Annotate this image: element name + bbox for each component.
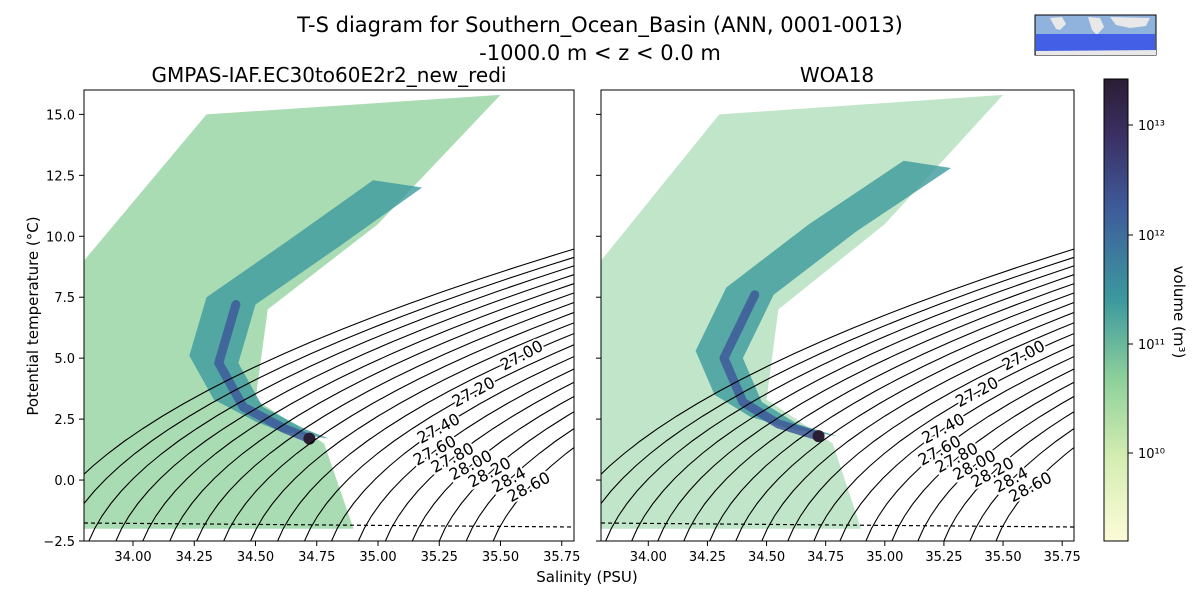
density-contour-26.80 bbox=[761, 322, 1074, 541]
density-contour-25.40 bbox=[84, 256, 574, 505]
x-tick-label: 34.25 bbox=[176, 550, 213, 565]
x-tick-label: 35.00 bbox=[866, 550, 903, 565]
density-contour-26.00 bbox=[142, 283, 574, 541]
left-volume-heatmap bbox=[84, 94, 501, 529]
y-tick-label: −2.5 bbox=[43, 535, 75, 550]
density-contour-28.00 bbox=[917, 395, 1074, 541]
x-tick-label: 34.75 bbox=[298, 550, 335, 565]
x-tick-label: 34.00 bbox=[114, 550, 151, 565]
inset-map bbox=[1034, 14, 1157, 56]
x-tick-label: 35.00 bbox=[359, 550, 396, 565]
right-volume-band bbox=[695, 160, 952, 437]
density-contour-25.20 bbox=[84, 248, 574, 475]
x-axis-label: Salinity (PSU) bbox=[536, 568, 638, 586]
y-tick-label: 5.0 bbox=[54, 352, 75, 367]
density-contour-28.60 bbox=[492, 446, 574, 541]
x-tick-label: 34.50 bbox=[237, 550, 274, 565]
left-panel: GMPAS-IAF.EC30to60E2r2_new_redi 27.0027.… bbox=[24, 63, 580, 565]
right-freezing-line bbox=[601, 522, 1074, 528]
density-contour-27.40 bbox=[839, 355, 1074, 541]
density-contour-26.40 bbox=[709, 301, 1074, 541]
left-y-ticks: −2.5 0.0 2.5 5.0 7.5 10.0 12.5 15.0 bbox=[43, 108, 84, 550]
colorbar-label: volume (m³) bbox=[1170, 266, 1188, 359]
right-panel: WOA18 27.0027.2027.4027.6027.8028.0028.2… bbox=[596, 63, 1081, 565]
right-volume-cloud bbox=[601, 94, 1004, 529]
x-tick-label: 34.50 bbox=[748, 550, 785, 565]
density-contour-28.20 bbox=[438, 411, 574, 541]
density-contour-28.4 bbox=[969, 427, 1074, 541]
density-contour-26.60 bbox=[735, 311, 1074, 541]
left-panel-title: GMPAS-IAF.EC30to60E2r2_new_redi bbox=[152, 63, 507, 87]
colorbar-tick-label: 10¹⁰ bbox=[1138, 447, 1165, 462]
density-contour-27.60 bbox=[865, 368, 1074, 541]
density-contour-26.80 bbox=[250, 322, 574, 541]
y-tick-label: 15.0 bbox=[46, 108, 75, 123]
colorbar-tick-label: 10¹² bbox=[1138, 229, 1165, 244]
right-volume-peak bbox=[812, 430, 825, 443]
left-plot-area: 27.0027.2027.4027.6027.8028.0028.2028.42… bbox=[84, 94, 574, 541]
x-tick-label: 35.25 bbox=[421, 550, 458, 565]
x-tick-label: 34.00 bbox=[630, 550, 667, 565]
figure-title: T-S diagram for Southern_Ocean_Basin (AN… bbox=[296, 13, 903, 38]
density-contour-25.20 bbox=[601, 248, 1074, 476]
x-tick-label: 34.25 bbox=[689, 550, 726, 565]
density-contour-27.40 bbox=[330, 355, 574, 541]
density-contour-25.60 bbox=[88, 265, 574, 541]
density-contour-27.20 bbox=[813, 344, 1074, 541]
left-freezing-line bbox=[84, 522, 574, 528]
colorbar-tick-label: 10¹³ bbox=[1138, 119, 1165, 134]
density-contour-28.60 bbox=[995, 446, 1074, 541]
density-contour-27.60 bbox=[357, 368, 574, 541]
density-contour-25.60 bbox=[605, 265, 1074, 541]
x-tick-label: 35.75 bbox=[543, 550, 580, 565]
colorbar: 10¹³ 10¹² 10¹¹ 10¹⁰ volume (m³) bbox=[1103, 78, 1188, 542]
left-volume-core bbox=[214, 300, 314, 444]
right-x-ticks: 34.00 34.25 34.50 34.75 35.00 35.25 35.50 35.75 bbox=[630, 541, 1081, 565]
density-contour-26.20 bbox=[169, 292, 574, 541]
y-tick-label: 10.0 bbox=[46, 230, 75, 245]
right-volume-heatmap bbox=[601, 94, 1004, 529]
density-contour-25.80 bbox=[115, 274, 574, 541]
left-x-ticks: 34.00 34.25 34.50 34.75 35.00 35.25 35.50 35.75 bbox=[114, 541, 580, 565]
colorbar-tick-label: 10¹¹ bbox=[1138, 338, 1165, 353]
density-contour-28.20 bbox=[943, 411, 1074, 541]
right-volume-core bbox=[719, 290, 824, 441]
density-contour-28.4 bbox=[465, 427, 574, 541]
left-density-contours: 27.0027.2027.4027.6027.8028.0028.2028.42… bbox=[84, 248, 574, 541]
density-contour-26.00 bbox=[657, 283, 1074, 541]
y-tick-label: 0.0 bbox=[54, 474, 75, 489]
figure-subtitle: -1000.0 m < z < 0.0 m bbox=[479, 41, 721, 65]
y-tick-label: 7.5 bbox=[54, 291, 75, 306]
density-contour-26.20 bbox=[683, 292, 1074, 541]
left-volume-peak bbox=[303, 432, 316, 445]
x-tick-label: 35.50 bbox=[984, 550, 1021, 565]
density-contour-25.80 bbox=[631, 274, 1074, 541]
density-contour-27.00 bbox=[277, 332, 574, 541]
colorbar-gradient bbox=[1103, 78, 1129, 542]
right-panel-title: WOA18 bbox=[800, 63, 874, 87]
x-tick-label: 34.75 bbox=[807, 550, 844, 565]
x-tick-label: 35.75 bbox=[1044, 550, 1081, 565]
density-contour-27.00 bbox=[787, 332, 1074, 541]
left-y-axis-label: Potential temperature (°C) bbox=[24, 216, 42, 415]
y-tick-label: 2.5 bbox=[54, 413, 75, 428]
x-tick-label: 35.25 bbox=[925, 550, 962, 565]
density-contour-26.40 bbox=[196, 301, 574, 541]
density-contour-27.80 bbox=[384, 381, 574, 541]
density-contour-26.60 bbox=[223, 311, 574, 541]
right-plot-area: 27.0027.2027.4027.6027.8028.0028.2028.42… bbox=[601, 94, 1074, 541]
x-tick-label: 35.50 bbox=[482, 550, 519, 565]
y-tick-label: 12.5 bbox=[46, 169, 75, 184]
density-contour-28.00 bbox=[411, 395, 574, 541]
density-contour-25.40 bbox=[601, 256, 1074, 505]
colorbar-ticks: 10¹³ 10¹² 10¹¹ 10¹⁰ bbox=[1128, 119, 1165, 462]
density-contour-27.20 bbox=[304, 344, 574, 541]
density-contour-27.80 bbox=[891, 381, 1074, 541]
right-y-ticks bbox=[596, 113, 601, 542]
